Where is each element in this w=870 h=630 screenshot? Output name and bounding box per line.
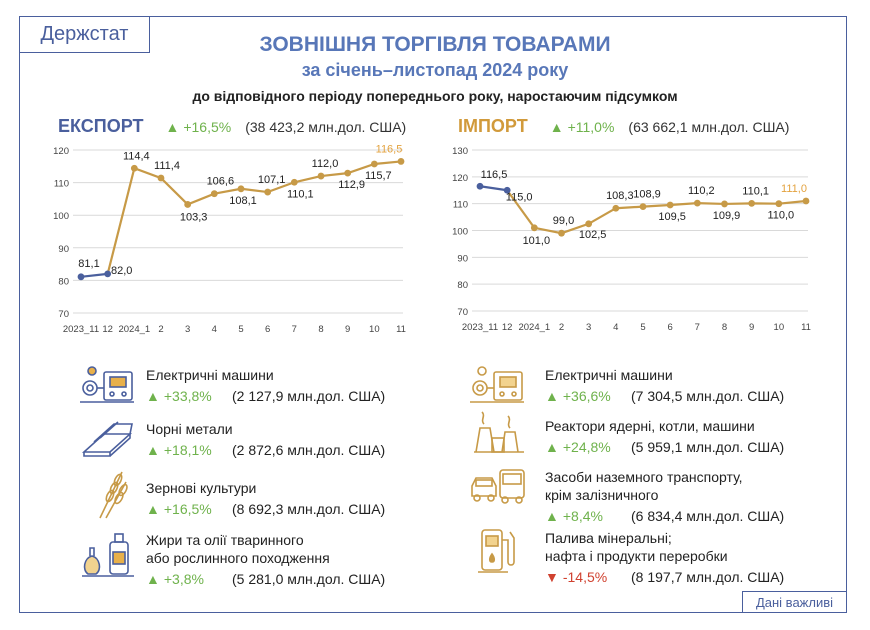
up-arrow-icon: ▲ — [146, 388, 160, 404]
electric-machines-icon — [80, 366, 134, 403]
category-item: Чорні метали ▲ +18,1% (2 872,6 млн.дол. США… — [146, 420, 385, 458]
category-name: Жири та олії тваринного — [146, 532, 304, 548]
category-change: +36,6% — [562, 388, 611, 404]
electric-machines-icon — [470, 366, 524, 403]
category-change: +33,8% — [163, 388, 212, 404]
category-item: Жири та олії тваринного або рослинного по… — [146, 531, 385, 587]
up-arrow-icon: ▲ — [165, 119, 180, 135]
category-value: (7 304,5 млн.дол. США) — [631, 388, 785, 404]
reactor-plant-icon — [474, 411, 524, 453]
category-item: Зернові культури ▲ +16,5% (8 692,3 млн.дол.… — [146, 479, 385, 517]
category-change: -14,5% — [562, 569, 608, 585]
oil-bottles-icon — [82, 533, 134, 577]
category-value: (2 872,6 млн.дол. США) — [232, 442, 386, 458]
category-value: (2 127,9 млн.дол. США) — [232, 388, 386, 404]
category-name: Реактори ядерні, котли, машини — [545, 418, 755, 434]
export-total: (38 423,2 млн.дол. США) — [245, 119, 407, 135]
category-item: Палива мінеральні; нафта і продукти перер… — [545, 529, 784, 585]
category-value: (8 197,7 млн.дол. США) — [631, 569, 785, 585]
fuel-pump-icon — [478, 529, 515, 573]
category-name-cont: нафта і продукти переробки — [545, 548, 728, 564]
up-arrow-icon: ▲ — [545, 508, 559, 524]
category-value: (8 692,3 млн.дол. США) — [232, 501, 386, 517]
note-badge: Дані важливі — [742, 591, 847, 613]
category-change: +16,5% — [163, 501, 212, 517]
category-item: Засоби наземного транспорту, крім залізни… — [545, 468, 784, 524]
up-arrow-icon: ▲ — [549, 119, 564, 135]
down-arrow-icon: ▼ — [545, 569, 559, 585]
page-subtitle: за січень–листопад 2024 року — [301, 60, 569, 80]
category-name-cont: крім залізничного — [545, 487, 659, 503]
category-item: Електричні машини ▲ +36,6% (7 304,5 млн.дол… — [545, 366, 784, 404]
up-arrow-icon: ▲ — [146, 571, 160, 587]
page-title: ЗОВНІШНЯ ТОРГІВЛЯ ТОВАРАМИ — [259, 33, 611, 56]
up-arrow-icon: ▲ — [545, 439, 559, 455]
category-name-cont: або рослинного походження — [146, 550, 330, 566]
steel-beams-icon — [81, 421, 133, 457]
page-caption: до відповідного періоду попереднього рок… — [192, 88, 678, 104]
up-arrow-icon: ▲ — [545, 388, 559, 404]
wheat-icon — [99, 471, 128, 519]
up-arrow-icon: ▲ — [146, 442, 160, 458]
car-bus-icon — [471, 469, 525, 504]
up-arrow-icon: ▲ — [146, 501, 160, 517]
import-change: +11,0% — [567, 119, 615, 135]
import-total: (63 662,1 млн.дол. США) — [628, 119, 790, 135]
category-change: +24,8% — [562, 439, 611, 455]
import-header: ІМПОРТ ▲ +11,0% (63 662,1 млн.дол. США) — [458, 116, 789, 137]
category-change: +18,1% — [163, 442, 212, 458]
export-title: ЕКСПОРТ — [58, 116, 144, 136]
category-name: Палива мінеральні; — [545, 530, 672, 546]
category-value: (5 959,1 млн.дол. США) — [631, 439, 785, 455]
category-change: +8,4% — [562, 508, 603, 524]
category-name: Засоби наземного транспорту, — [545, 469, 743, 485]
category-change: +3,8% — [163, 571, 204, 587]
page-frame — [19, 16, 847, 613]
category-name: Зернові культури — [146, 480, 257, 496]
category-name: Електричні машини — [146, 367, 274, 383]
brand-logo: Держстат — [19, 16, 150, 53]
category-value: (5 281,0 млн.дол. США) — [232, 571, 386, 587]
category-item: Реактори ядерні, котли, машини ▲ +24,8% (5 … — [545, 417, 784, 455]
category-value: (6 834,4 млн.дол. США) — [631, 508, 785, 524]
export-header: ЕКСПОРТ ▲ +16,5% (38 423,2 млн.дол. США) — [58, 116, 406, 137]
category-item: Електричні машини ▲ +33,8% (2 127,9 млн.дол… — [146, 366, 385, 404]
export-change: +16,5% — [183, 119, 232, 135]
category-name: Електричні машини — [545, 367, 673, 383]
import-title: ІМПОРТ — [458, 116, 528, 136]
category-name: Чорні метали — [146, 421, 233, 437]
